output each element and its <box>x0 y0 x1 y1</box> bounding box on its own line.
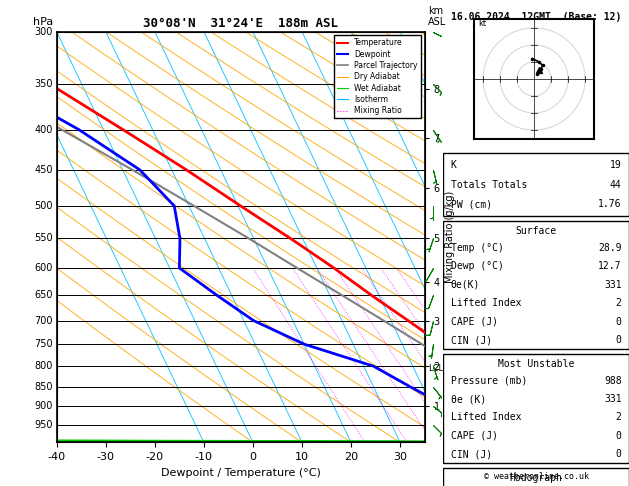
Text: CAPE (J): CAPE (J) <box>451 431 498 441</box>
Text: Most Unstable: Most Unstable <box>498 359 574 368</box>
Bar <box>443 468 629 486</box>
Text: 0: 0 <box>616 317 621 327</box>
Text: 331: 331 <box>604 394 621 404</box>
Text: Temp (°C): Temp (°C) <box>451 243 504 253</box>
Text: 450: 450 <box>35 165 53 175</box>
Text: θe(K): θe(K) <box>451 280 481 290</box>
Y-axis label: Mixing Ratio (g/kg): Mixing Ratio (g/kg) <box>445 191 455 283</box>
Text: 25: 25 <box>584 444 593 451</box>
Bar <box>443 153 629 216</box>
Text: hPa: hPa <box>33 17 53 28</box>
Text: 650: 650 <box>35 290 53 300</box>
Text: PW (cm): PW (cm) <box>451 199 492 209</box>
Text: LCL: LCL <box>428 364 443 373</box>
Text: 600: 600 <box>35 263 53 273</box>
Text: 15: 15 <box>543 444 552 451</box>
Text: 0: 0 <box>616 335 621 345</box>
Text: 8: 8 <box>498 444 503 451</box>
Text: 0: 0 <box>616 450 621 459</box>
Text: 500: 500 <box>35 201 53 211</box>
Text: Hodograph: Hodograph <box>509 473 563 483</box>
Text: Totals Totals: Totals Totals <box>451 180 527 190</box>
Text: 3: 3 <box>431 444 435 451</box>
Text: 900: 900 <box>35 401 53 411</box>
Text: 850: 850 <box>35 382 53 392</box>
Text: CIN (J): CIN (J) <box>451 335 492 345</box>
Text: Lifted Index: Lifted Index <box>451 413 521 422</box>
Text: 550: 550 <box>35 233 53 243</box>
Text: 10: 10 <box>513 444 521 451</box>
Text: 750: 750 <box>35 339 53 349</box>
Text: 2: 2 <box>616 298 621 308</box>
Text: 16.06.2024  12GMT  (Base: 12): 16.06.2024 12GMT (Base: 12) <box>451 12 621 22</box>
Text: CIN (J): CIN (J) <box>451 450 492 459</box>
Text: 44: 44 <box>610 180 621 190</box>
Text: 12.7: 12.7 <box>598 261 621 271</box>
Text: km
ASL: km ASL <box>428 6 447 28</box>
Legend: Temperature, Dewpoint, Parcel Trajectory, Dry Adiabat, Wet Adiabat, Isotherm, Mi: Temperature, Dewpoint, Parcel Trajectory… <box>333 35 421 118</box>
Text: 950: 950 <box>35 420 53 430</box>
Text: θe (K): θe (K) <box>451 394 486 404</box>
Text: 400: 400 <box>35 125 53 135</box>
Text: 0: 0 <box>616 431 621 441</box>
Text: 800: 800 <box>35 361 53 371</box>
Text: 2: 2 <box>405 444 409 451</box>
Text: 28.9: 28.9 <box>598 243 621 253</box>
Text: © weatheronline.co.uk: © weatheronline.co.uk <box>484 472 589 481</box>
Text: Dewp (°C): Dewp (°C) <box>451 261 504 271</box>
Text: 988: 988 <box>604 376 621 385</box>
Text: Surface: Surface <box>516 226 557 236</box>
Text: Lifted Index: Lifted Index <box>451 298 521 308</box>
Text: 6: 6 <box>478 444 482 451</box>
Text: 2: 2 <box>616 413 621 422</box>
Text: kt: kt <box>478 19 486 28</box>
Title: 30°08'N  31°24'E  188m ASL: 30°08'N 31°24'E 188m ASL <box>143 17 338 31</box>
Text: K: K <box>451 160 457 170</box>
Text: 331: 331 <box>604 280 621 290</box>
X-axis label: Dewpoint / Temperature (°C): Dewpoint / Temperature (°C) <box>160 468 321 478</box>
Text: 700: 700 <box>35 315 53 326</box>
Text: 19: 19 <box>610 160 621 170</box>
Bar <box>443 354 629 463</box>
Bar <box>443 221 629 349</box>
Text: 300: 300 <box>35 27 53 36</box>
Text: Pressure (mb): Pressure (mb) <box>451 376 527 385</box>
Text: 350: 350 <box>35 79 53 89</box>
Text: 1: 1 <box>363 444 367 451</box>
Text: CAPE (J): CAPE (J) <box>451 317 498 327</box>
Text: 1.76: 1.76 <box>598 199 621 209</box>
Text: 20: 20 <box>566 444 575 451</box>
Text: 4: 4 <box>450 444 454 451</box>
